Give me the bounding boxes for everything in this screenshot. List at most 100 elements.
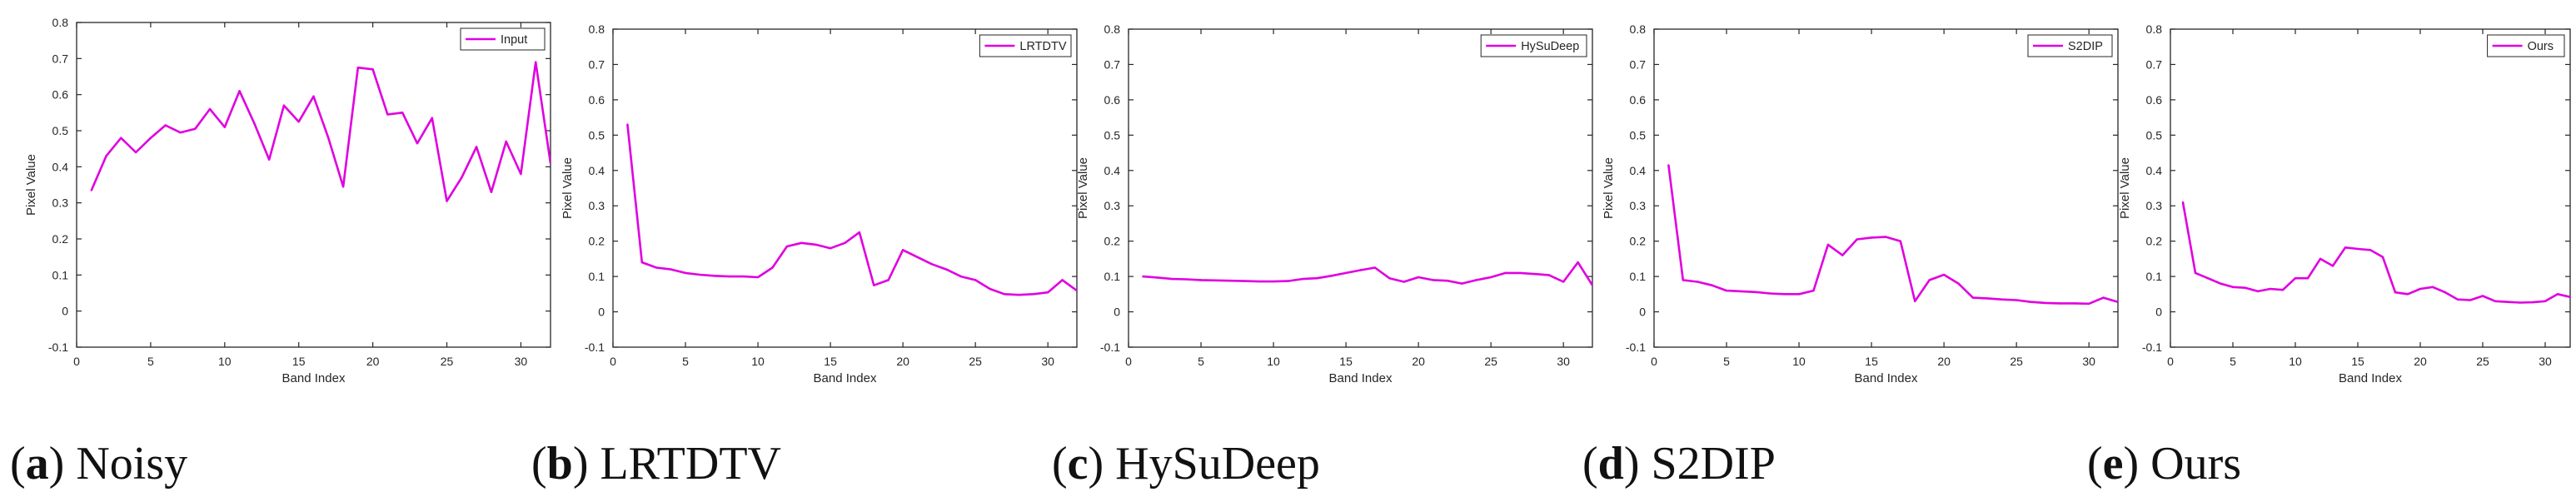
data-point	[728, 275, 730, 278]
y-axis-label: Pixel Value	[561, 157, 575, 219]
data-point	[930, 263, 934, 266]
y-tick-label: 0.4	[1630, 164, 1647, 177]
x-tick-label: 15	[292, 355, 306, 368]
data-point	[1489, 276, 1492, 279]
data-point	[1783, 293, 1786, 296]
data-point	[2231, 286, 2235, 289]
data-point	[505, 140, 507, 143]
x-tick-label: 30	[2539, 355, 2552, 368]
x-tick-label: 5	[682, 355, 689, 368]
data-point	[2369, 249, 2372, 251]
y-tick-label: 0.1	[2146, 270, 2163, 283]
data-point	[2556, 293, 2559, 296]
y-tick-label: -0.1	[2142, 340, 2162, 354]
data-point	[520, 172, 522, 176]
data-point	[1330, 275, 1333, 277]
data-point	[1504, 271, 1507, 275]
data-point	[1667, 164, 1670, 167]
data-point	[873, 284, 875, 286]
y-tick-label: 0	[598, 306, 605, 319]
panel-caption: (d) S2DIP	[1582, 438, 1776, 490]
data-point	[1316, 277, 1318, 280]
x-tick-label: 20	[366, 355, 380, 368]
data-point	[2015, 299, 2018, 301]
data-point	[1018, 293, 1020, 296]
x-tick-label: 10	[1267, 355, 1280, 368]
data-point	[475, 146, 478, 148]
legend: S2DIP	[2027, 34, 2113, 57]
data-point	[1885, 236, 1887, 238]
caption-letter-bold: c	[1068, 438, 1089, 490]
x-tick-label: 0	[610, 355, 616, 368]
data-point	[446, 200, 448, 202]
y-tick-label: 0.2	[1104, 235, 1121, 248]
series-line-ours	[2181, 201, 2570, 304]
caption-letter-close: )	[573, 438, 589, 490]
caption-letter: (	[2087, 438, 2103, 490]
data-point	[1697, 281, 1699, 283]
data-point	[149, 137, 152, 139]
data-point	[1344, 271, 1348, 275]
y-tick-label: 0.1	[52, 268, 69, 281]
y-tick-label: 0.7	[589, 57, 605, 71]
data-point	[356, 66, 360, 69]
chart-panel-2: -0.1 0 0.1 0.2 0.3 0.4 0.5 0.6 0.7 0.8 0 5 10 15 20 25 3…	[531, 22, 1078, 490]
data-point	[1769, 292, 1771, 295]
x-axis-label: Band Index	[2339, 371, 2402, 385]
data-point	[2181, 201, 2185, 204]
data-point	[2269, 287, 2272, 291]
data-point	[2494, 300, 2497, 303]
x-tick-label: 20	[1412, 355, 1425, 368]
y-tick-label: 0.6	[1104, 93, 1121, 107]
series-line-hysudeep	[1143, 261, 1592, 286]
data-point	[916, 256, 919, 258]
y-tick-label: -0.1	[1626, 340, 1646, 354]
data-point	[1986, 297, 1989, 300]
caption-name: HySuDeep	[1115, 438, 1320, 490]
y-tick-label: 0.4	[589, 164, 605, 177]
data-point	[297, 120, 300, 123]
y-tick-label: 0.3	[1630, 199, 1647, 212]
caption-letter: (	[531, 438, 547, 490]
y-tick-label: 0.1	[589, 270, 605, 283]
y-tick-label: 0.4	[1104, 164, 1121, 177]
x-tick-label: 10	[2289, 355, 2302, 368]
y-tick-label: 0	[1639, 306, 1646, 319]
x-axis-label: Band Index	[282, 371, 346, 385]
panel-caption: (e) Ours	[2087, 438, 2241, 490]
data-point	[312, 95, 315, 98]
data-point	[2206, 277, 2210, 280]
data-point	[2059, 302, 2061, 305]
data-point	[90, 189, 92, 191]
data-point	[1942, 273, 1946, 276]
y-tick-label: 0.3	[52, 196, 69, 210]
data-point	[341, 185, 345, 188]
data-point	[1228, 280, 1232, 282]
y-tick-label: -0.1	[1100, 340, 1120, 354]
data-point	[1740, 290, 1742, 293]
data-point	[1185, 278, 1188, 281]
data-point	[179, 131, 182, 134]
legend: Input	[460, 27, 546, 51]
y-tick-label: 0.5	[2146, 128, 2163, 142]
caption-letter-close: )	[1624, 438, 1640, 490]
caption-letter-bold: e	[2103, 438, 2124, 490]
data-point	[1075, 289, 1077, 292]
data-point	[1518, 271, 1522, 275]
data-point	[1003, 293, 1006, 296]
data-point	[1475, 279, 1477, 281]
data-point	[1243, 280, 1246, 282]
legend: LRTDTV	[979, 34, 1072, 57]
y-axis-label: Pixel Value	[1076, 157, 1090, 219]
data-point	[785, 245, 789, 248]
plot-frame	[1128, 28, 1593, 348]
x-tick-label: 25	[441, 355, 454, 368]
data-point	[1156, 276, 1159, 279]
y-tick-label: 0.8	[589, 22, 605, 36]
data-point	[713, 275, 716, 277]
y-tick-label: 0.8	[1630, 22, 1647, 36]
legend-label: Input	[501, 33, 527, 47]
x-tick-label: 20	[896, 355, 909, 368]
plot-frame	[76, 22, 551, 348]
chart-panel-1: -0.1 0 0.1 0.2 0.3 0.4 0.5 0.6 0.7 0.8 0 5 10 15 20 25 3…	[10, 16, 551, 490]
